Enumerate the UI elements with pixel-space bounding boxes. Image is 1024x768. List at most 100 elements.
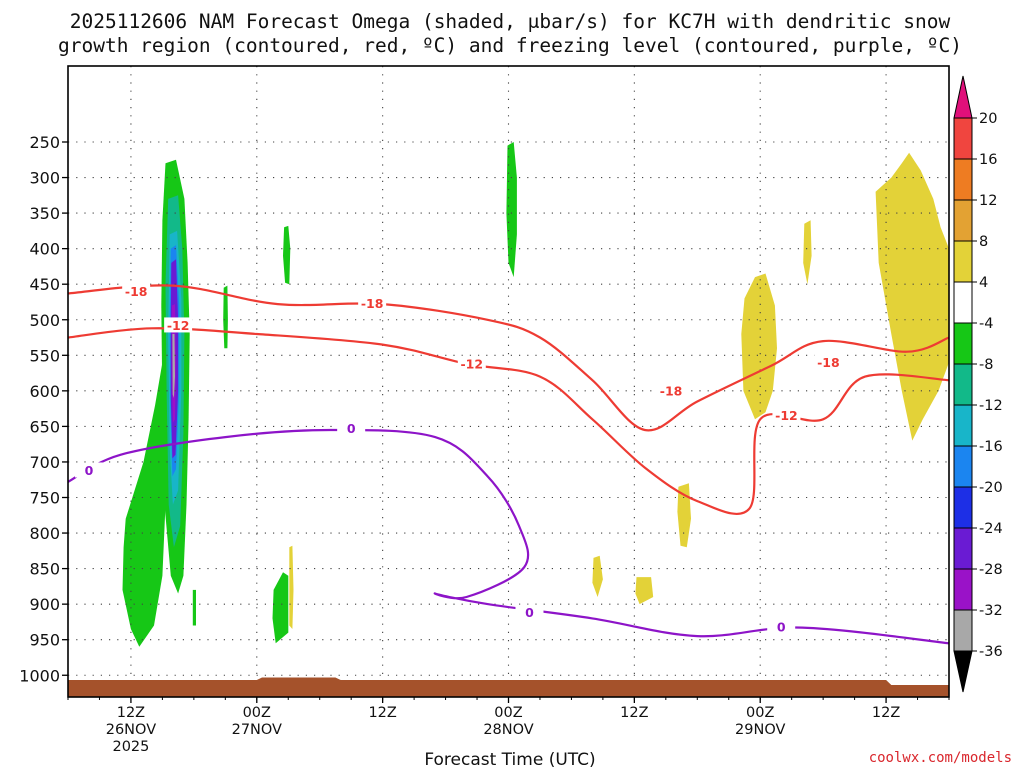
y-tick-label: 850	[29, 560, 60, 579]
terrain-strip	[68, 677, 949, 697]
omega-region-green-900b	[192, 589, 196, 626]
x-tick-label: 12Z	[620, 705, 648, 721]
y-tick-label: 350	[29, 204, 60, 223]
colorbar-swatch	[953, 240, 973, 283]
contour-0	[67, 428, 950, 645]
contour-label-bg	[122, 283, 151, 299]
colorbar-swatch	[953, 609, 973, 652]
x-tick-label: 00Z	[243, 705, 271, 721]
colorbar-label: 12	[979, 193, 997, 209]
contour-lines: -18 -18 -18 -18 -12 -12 -12 0 0 0 0	[67, 283, 950, 645]
y-tick-label: 450	[29, 275, 60, 294]
contour-label: -18	[361, 296, 384, 311]
colorbar-label: -4	[979, 316, 993, 332]
x-tick-date: 26NOV	[106, 722, 156, 738]
colorbar-label: -32	[979, 603, 1003, 619]
omega-region-green-400	[283, 225, 291, 285]
omega-shading	[122, 142, 949, 647]
x-tick-label: 12Z	[368, 705, 396, 721]
colorbar-swatch	[953, 445, 973, 488]
colorbar-bottom-arrow	[953, 650, 973, 693]
x-tick-date: 28NOV	[483, 722, 533, 738]
colorbar-swatch	[953, 568, 973, 611]
contour-label: -18	[817, 355, 840, 370]
omega-region-yellow-860	[592, 555, 603, 597]
colorbar-swatch	[953, 199, 973, 242]
colorbar-swatch	[953, 404, 973, 447]
colorbar-label: -16	[979, 439, 1003, 455]
colorbar-swatch	[953, 486, 973, 529]
chart-title-line1: 2025112606 NAM Forecast Omega (shaded, μ…	[70, 10, 951, 33]
contour-label-bg	[657, 382, 686, 398]
chart-title-line2: growth region (contoured, red, ºC) and f…	[58, 34, 962, 57]
colorbar-swatch	[953, 527, 973, 570]
omega-region-yellow-880	[635, 577, 654, 605]
contour-label-bg	[457, 355, 486, 371]
contour-label-bg	[337, 420, 366, 436]
omega-region-plume-gray	[172, 334, 175, 398]
colorbar-label: -28	[979, 562, 1003, 578]
colorbar-swatch	[953, 322, 973, 365]
colorbar-swatch	[953, 363, 973, 406]
y-tick-label: 950	[29, 631, 60, 650]
terrain-fill	[68, 677, 949, 697]
colorbar-top-arrow	[953, 75, 973, 119]
colorbar-label: -36	[979, 644, 1003, 660]
contour-label-bg	[767, 618, 796, 634]
y-tick-label: 750	[29, 489, 60, 508]
y-tick-label: 600	[29, 382, 60, 401]
y-tick-label: 550	[29, 346, 60, 365]
x-tick-year: 2025	[112, 739, 149, 755]
omega-region-yellow-east	[875, 152, 949, 441]
y-tick-label: 700	[29, 453, 60, 472]
colorbar-swatch	[953, 117, 973, 160]
contour-label: -12	[460, 356, 483, 371]
x-axis-title: Forecast Time (UTC)	[424, 750, 595, 768]
y-tick-label: 900	[29, 595, 60, 614]
contour-label-bg	[164, 317, 193, 333]
y-tick-label: 800	[29, 524, 60, 543]
x-tick-label: 00Z	[494, 705, 522, 721]
y-tick-label: 250	[29, 133, 60, 152]
contour-label: -18	[660, 383, 683, 398]
colorbar-label: -8	[979, 357, 993, 373]
colorbar: 20 16 12 8 4 -4 -8 -12 -16 -20 -24 -28 -32 -36	[953, 75, 1003, 693]
contour-label: -12	[167, 318, 190, 333]
contour-label-bg	[74, 462, 103, 478]
contour--12	[67, 327, 950, 515]
contour-label: 0	[85, 463, 94, 478]
contour-label-bg	[772, 407, 801, 423]
contour-label: -12	[775, 408, 798, 423]
y-tick-label: 1000	[19, 666, 60, 685]
x-tick-label: 00Z	[746, 705, 774, 721]
x-tick-date: 29NOV	[735, 722, 785, 738]
omega-region-yellow-900	[289, 545, 294, 629]
colorbar-label: 8	[979, 234, 988, 250]
omega-region-yellow-400	[803, 220, 812, 285]
x-tick-date: 27NOV	[232, 722, 282, 738]
contour-label: 0	[777, 619, 786, 634]
colorbar-label: -20	[979, 480, 1003, 496]
y-tick-label: 300	[29, 169, 60, 188]
credit-text: coolwx.com/models	[869, 750, 1012, 766]
omega-region-lower-green	[122, 362, 167, 647]
contour-label-bg	[358, 295, 387, 311]
y-tick-label: 650	[29, 417, 60, 436]
contour-label-bg	[814, 354, 843, 370]
y-axis: 250 300 350 400 450 500 550 600 650 700 750 800 850 9…	[19, 133, 68, 685]
contour--18	[67, 284, 950, 432]
contour-label: -18	[125, 284, 148, 299]
grid-lines	[68, 66, 949, 697]
contour-label: 0	[347, 421, 356, 436]
contour-label-bg	[515, 604, 544, 620]
omega-region-yellow-780	[677, 483, 691, 548]
x-tick-label: 12Z	[117, 705, 145, 721]
colorbar-label: 4	[979, 275, 988, 291]
contour-label: 0	[525, 605, 534, 620]
omega-region-green-900a	[272, 572, 289, 644]
x-tick-label: 12Z	[872, 705, 900, 721]
colorbar-swatch	[953, 158, 973, 201]
omega-region-yellow-500	[741, 273, 777, 420]
